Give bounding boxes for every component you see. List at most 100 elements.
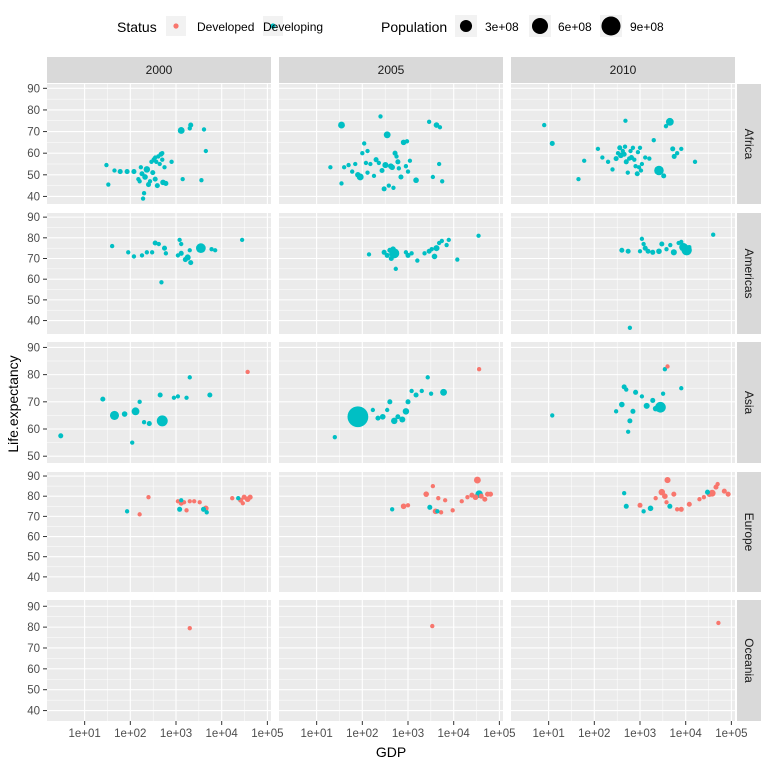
data-point — [670, 146, 676, 152]
data-point — [660, 391, 666, 396]
data-point — [643, 155, 648, 160]
data-point — [140, 196, 146, 201]
data-point — [131, 254, 137, 259]
data-point — [355, 172, 361, 178]
facet-panel-americas-2000 — [47, 213, 271, 334]
data-point — [405, 169, 411, 174]
facet-strip-label: 2000 — [146, 63, 173, 77]
data-point — [149, 250, 155, 255]
data-point — [615, 151, 621, 156]
data-point — [476, 233, 481, 238]
x-tick-label: 1e+01 — [532, 728, 564, 740]
data-point — [668, 242, 673, 248]
data-point — [368, 161, 373, 167]
data-point — [209, 247, 214, 252]
data-point — [192, 499, 197, 504]
data-point — [388, 255, 394, 262]
data-point — [403, 163, 409, 169]
data-point — [150, 170, 156, 176]
data-point — [549, 140, 555, 146]
y-tick-label: 90 — [27, 471, 40, 483]
data-point — [152, 240, 158, 246]
data-point — [617, 145, 623, 151]
data-point — [175, 394, 181, 399]
data-point — [124, 169, 130, 175]
facet-panel-oceania-2000 — [47, 600, 271, 721]
data-point — [637, 145, 643, 150]
facet-strip-label: Africa — [742, 129, 756, 160]
facet-strip-africa — [737, 84, 761, 204]
data-point — [679, 239, 684, 245]
data-point — [328, 165, 333, 170]
y-tick-label: 90 — [27, 342, 40, 354]
data-point — [482, 496, 488, 502]
x-tick-label: 1e+03 — [624, 728, 656, 740]
data-point — [442, 498, 448, 503]
data-point — [431, 253, 438, 260]
data-point — [658, 488, 666, 496]
data-point — [624, 387, 629, 392]
data-point — [389, 164, 395, 171]
y-tick-label: 40 — [27, 706, 40, 718]
data-point — [643, 402, 650, 409]
data-point — [667, 503, 673, 509]
legend-size-label: 3e+08 — [485, 20, 519, 34]
data-point — [382, 162, 389, 169]
data-point — [600, 155, 605, 160]
data-point — [628, 148, 633, 154]
data-point — [381, 249, 387, 255]
data-point — [147, 179, 153, 184]
y-tick-label: 70 — [27, 127, 40, 139]
data-point — [154, 159, 159, 165]
data-point — [430, 483, 436, 489]
data-point — [396, 166, 402, 171]
x-tick-label: 1e+03 — [392, 728, 424, 740]
data-point — [159, 280, 164, 285]
facet-panel-africa-2010 — [511, 84, 735, 204]
data-point — [625, 429, 631, 434]
data-point — [623, 159, 629, 165]
data-point — [403, 250, 409, 255]
data-point — [430, 174, 436, 180]
data-point — [619, 401, 625, 408]
data-point — [422, 251, 427, 256]
data-point — [175, 499, 181, 504]
y-tick-label: 60 — [27, 532, 40, 544]
facet-strip-europe — [737, 472, 761, 592]
y-tick-label: 60 — [27, 274, 40, 286]
data-point — [654, 165, 664, 176]
data-point — [385, 407, 390, 413]
data-point — [184, 508, 189, 513]
data-point — [370, 407, 376, 413]
data-point — [637, 502, 643, 508]
panel-background — [511, 600, 735, 721]
data-point — [652, 405, 659, 412]
data-point — [137, 512, 142, 517]
data-point — [605, 159, 611, 165]
data-point — [201, 127, 207, 132]
y-tick-label: 50 — [27, 552, 40, 564]
x-tick-label: 1e+05 — [251, 728, 283, 740]
data-point — [187, 248, 192, 253]
data-point — [488, 491, 494, 497]
data-point — [619, 247, 625, 253]
data-point — [391, 185, 396, 190]
data-point — [635, 149, 641, 155]
data-point — [647, 156, 652, 161]
data-point — [613, 409, 619, 414]
data-point — [426, 119, 432, 125]
data-point — [339, 181, 344, 186]
data-point — [623, 118, 628, 123]
facet-panel-asia-2010 — [511, 342, 735, 463]
data-point — [651, 138, 656, 143]
data-point — [542, 122, 547, 128]
panel-background — [511, 472, 735, 592]
data-point — [674, 507, 680, 512]
data-point — [465, 495, 470, 500]
data-point — [671, 491, 677, 497]
panel-background — [279, 84, 503, 204]
panel-background — [511, 213, 735, 334]
data-point — [363, 160, 369, 166]
data-point — [341, 165, 347, 170]
